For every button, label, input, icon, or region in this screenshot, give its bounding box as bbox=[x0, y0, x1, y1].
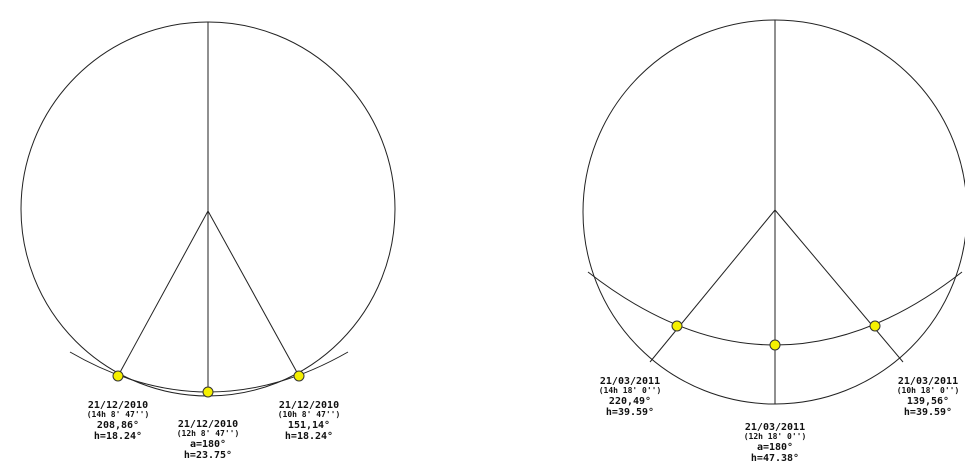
time-label: (12h 18' 0'') bbox=[744, 432, 807, 441]
date-label: 21/12/2010 bbox=[178, 419, 238, 430]
height-label: h=18.24° bbox=[94, 431, 142, 442]
time-label: (10h 18' 0'') bbox=[897, 386, 960, 395]
time-label: (12h 8' 47'') bbox=[177, 429, 240, 438]
azimuth-label: a=180° bbox=[190, 439, 226, 450]
time-label: (14h 8' 47'') bbox=[87, 410, 150, 419]
height-label: h=39.59° bbox=[606, 407, 654, 418]
sun-position bbox=[202, 386, 214, 398]
height-label: h=18.24° bbox=[285, 431, 333, 442]
azimuth-label: 151,14° bbox=[288, 420, 330, 431]
date-label: 21/03/2011 bbox=[898, 376, 958, 387]
sun-position bbox=[671, 320, 683, 332]
height-label: h=39.59° bbox=[904, 407, 952, 418]
azimuth-line bbox=[649, 209, 776, 363]
date-label: 21/03/2011 bbox=[600, 376, 660, 387]
sun-position bbox=[293, 370, 305, 382]
date-label: 21/12/2010 bbox=[88, 400, 148, 411]
sun-position bbox=[112, 370, 124, 382]
height-label: h=47.38° bbox=[751, 453, 799, 464]
azimuth-label: 220,49° bbox=[609, 396, 651, 407]
time-label: (10h 8' 47'') bbox=[278, 410, 341, 419]
azimuth-label: 139,56° bbox=[907, 396, 949, 407]
date-label: 21/03/2011 bbox=[745, 422, 805, 433]
sun-path-arc bbox=[69, 351, 349, 393]
time-label: (14h 18' 0'') bbox=[599, 386, 662, 395]
azimuth-line bbox=[117, 210, 209, 377]
azimuth-line bbox=[207, 210, 300, 377]
diagram-winter bbox=[20, 21, 396, 398]
sun-position bbox=[869, 320, 881, 332]
date-label: 21/12/2010 bbox=[279, 400, 339, 411]
azimuth-line bbox=[774, 209, 904, 363]
height-label: h=23.75° bbox=[184, 450, 232, 461]
azimuth-label: a=180° bbox=[757, 442, 793, 453]
sun-position bbox=[769, 339, 781, 351]
diagram-equinox bbox=[582, 19, 965, 405]
azimuth-label: 208,86° bbox=[97, 420, 139, 431]
